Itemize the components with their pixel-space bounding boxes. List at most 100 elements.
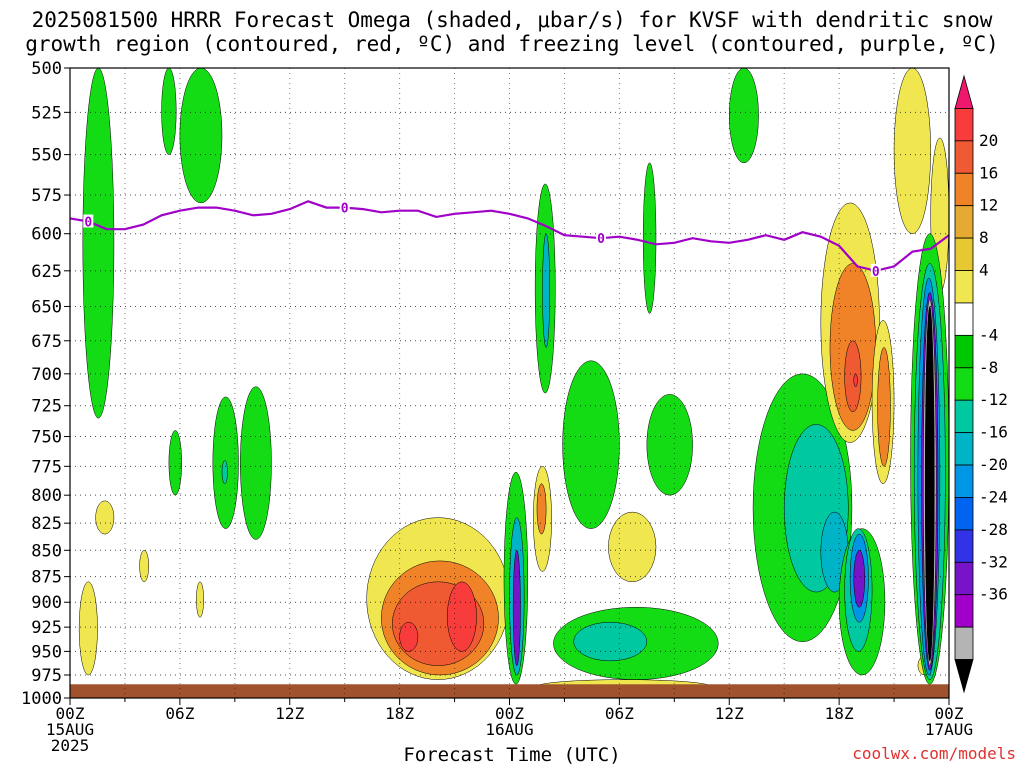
contour-label-bg: [339, 200, 350, 214]
title-line-1: 2025081500 HRRR Forecast Omega (shaded, …: [31, 8, 993, 32]
x-date-label: 17AUG: [925, 720, 973, 739]
colorbar-label: -20: [979, 455, 1008, 474]
colorbar-swatch: [954, 529, 974, 563]
contour-label-bg: [870, 263, 881, 277]
y-tick-label: 700: [31, 365, 62, 385]
colorbar-label: -8: [979, 358, 998, 377]
chart-title: 2025081500 HRRR Forecast Omega (shaded, …: [0, 8, 1024, 56]
omega-region: [221, 460, 228, 485]
x-axis-label: Forecast Time (UTC): [403, 744, 621, 766]
y-tick-label: 725: [31, 397, 62, 417]
y-tick-label: 900: [31, 593, 62, 613]
omega-region: [161, 68, 177, 155]
contour-label: 0: [597, 232, 605, 247]
y-tick-label: 775: [31, 457, 62, 477]
omega-region: [95, 500, 115, 535]
omega-region: [573, 621, 648, 662]
colorbar-top-arrow: [954, 74, 974, 109]
colorbar-label: -28: [979, 520, 1008, 539]
contour-label-bg: [596, 231, 607, 245]
contour-label: 0: [872, 265, 880, 280]
colorbar-label: -12: [979, 390, 1008, 409]
x-tick-label: 18Z: [825, 704, 854, 723]
omega-region: [168, 430, 182, 496]
colorbar-swatch: [954, 626, 974, 660]
x-tick-label: 12Z: [715, 704, 744, 723]
omega-region: [646, 394, 693, 496]
colorbar-swatch: [954, 172, 974, 207]
colorbar-swatch: [954, 140, 974, 174]
y-tick-label: 650: [31, 297, 62, 317]
credit-text[interactable]: coolwx.com/models: [852, 744, 1016, 763]
colorbar-bottom-arrow: [954, 659, 974, 694]
omega-region: [562, 360, 620, 529]
contour-label-bg: [83, 214, 94, 228]
omega-region: [729, 68, 759, 164]
colorbar-label: 4: [979, 261, 989, 280]
omega-region: [893, 68, 931, 234]
x-tick-label: 12Z: [275, 704, 304, 723]
y-tick-label: 500: [31, 59, 62, 79]
freezing-level-contour: [70, 200, 949, 272]
y-tick-label: 600: [31, 225, 62, 245]
colorbar-label: 12: [979, 196, 998, 215]
colorbar-swatch: [954, 399, 974, 434]
colorbar-swatch: [954, 302, 974, 336]
y-tick-label: 950: [31, 642, 62, 662]
omega-region: [642, 162, 657, 314]
omega-region: [853, 373, 858, 387]
x-tick-label: 00Z: [495, 704, 524, 723]
contour-label: 0: [84, 216, 92, 231]
colorbar-label: -24: [979, 487, 1008, 506]
y-tick-label: 550: [31, 146, 62, 166]
y-tick-label: 875: [31, 568, 62, 588]
colorbar-swatch: [954, 237, 974, 271]
x-tick-label: 00Z: [56, 704, 85, 723]
omega-region: [536, 483, 547, 535]
colorbar-swatch: [954, 205, 974, 239]
x-tick-label: 06Z: [605, 704, 634, 723]
colorbar-label: 8: [979, 228, 989, 247]
colorbar-swatch: [954, 270, 974, 304]
omega-region: [608, 511, 657, 583]
colorbar-swatch: [954, 367, 974, 401]
terrain-fill: [70, 684, 949, 698]
omega-region: [512, 550, 521, 666]
x-year-label: 2025: [51, 736, 90, 755]
omega-region: [196, 581, 204, 618]
freezing-level-line: 0 0 0 0: [70, 200, 949, 280]
y-axis: 500 525 550 575 600 625 650 675 700 725 750 775 800 8…: [21, 59, 70, 709]
colorbar-swatch: [954, 334, 974, 369]
omega-shading: [78, 68, 949, 694]
omega-region: [877, 347, 891, 467]
title-line-2: growth region (contoured, red, ºC) and f…: [25, 32, 999, 56]
x-tick-label: 00Z: [935, 704, 964, 723]
terrain-band: [70, 684, 949, 698]
colorbar-label: -32: [979, 552, 1008, 571]
omega-region: [139, 550, 149, 583]
y-tick-label: 975: [31, 666, 62, 686]
colorbar-swatch: [954, 497, 974, 531]
omega-region: [446, 581, 477, 652]
colorbar-swatch: [954, 594, 974, 628]
colorbar-swatch: [954, 464, 974, 498]
omega-region: [240, 386, 272, 540]
y-tick-label: 925: [31, 618, 62, 638]
colorbar: 20 16 12 8 4 -4 -8 -12 -16 -20 -24 -28 -32 -36: [954, 74, 1008, 694]
y-tick-label: 625: [31, 262, 62, 282]
y-tick-label: 675: [31, 332, 62, 352]
omega-region: [542, 233, 551, 348]
contour-label: 0: [341, 202, 349, 217]
y-tick-label: 850: [31, 541, 62, 561]
colorbar-swatch: [954, 432, 974, 466]
omega-region: [853, 550, 866, 608]
colorbar-label: 20: [979, 131, 998, 150]
y-tick-label: 575: [31, 186, 62, 206]
omega-region: [82, 68, 115, 419]
y-tick-label: 825: [31, 514, 62, 534]
x-date-label: 16AUG: [485, 720, 533, 739]
x-date-label: 15AUG: [46, 720, 94, 739]
omega-region: [399, 621, 419, 652]
